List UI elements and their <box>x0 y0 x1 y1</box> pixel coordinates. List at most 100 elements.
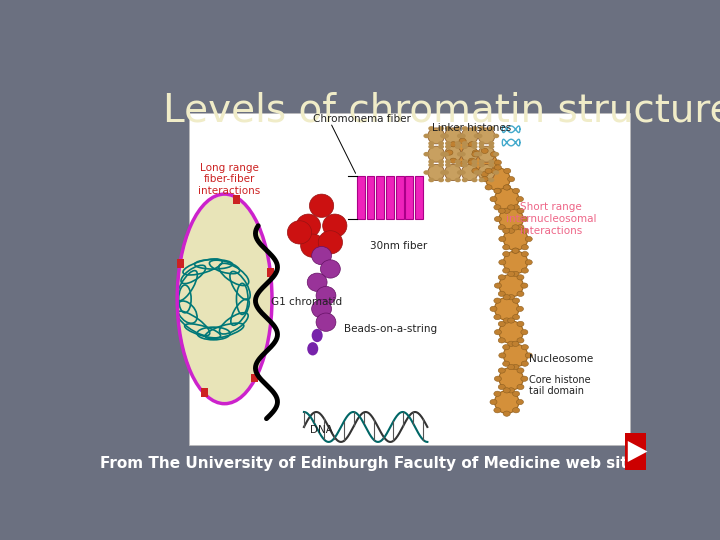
Circle shape <box>525 260 532 265</box>
Circle shape <box>462 126 468 131</box>
Ellipse shape <box>495 298 519 320</box>
Circle shape <box>450 158 456 164</box>
Circle shape <box>428 163 434 167</box>
Circle shape <box>459 161 466 167</box>
Circle shape <box>474 170 480 175</box>
Circle shape <box>474 133 480 138</box>
Ellipse shape <box>499 274 523 297</box>
Text: Beads-on-a-string: Beads-on-a-string <box>343 324 437 334</box>
Circle shape <box>462 159 468 164</box>
Circle shape <box>503 345 510 350</box>
Circle shape <box>445 159 451 164</box>
Circle shape <box>513 298 520 303</box>
Circle shape <box>508 364 515 370</box>
Circle shape <box>479 178 485 183</box>
Circle shape <box>495 283 501 288</box>
Circle shape <box>503 208 510 213</box>
Circle shape <box>521 345 528 350</box>
Circle shape <box>517 225 524 230</box>
Circle shape <box>512 248 519 253</box>
Circle shape <box>513 205 520 210</box>
Circle shape <box>495 188 501 193</box>
Ellipse shape <box>503 251 528 274</box>
Circle shape <box>481 177 488 182</box>
Circle shape <box>495 217 501 222</box>
Ellipse shape <box>307 342 318 355</box>
Ellipse shape <box>478 165 495 180</box>
Circle shape <box>472 144 477 149</box>
Circle shape <box>495 165 501 170</box>
Circle shape <box>455 144 461 149</box>
Circle shape <box>445 126 451 131</box>
Circle shape <box>485 168 492 173</box>
Bar <box>395 176 404 219</box>
Circle shape <box>508 271 515 276</box>
Circle shape <box>503 252 510 256</box>
Bar <box>233 195 240 204</box>
Circle shape <box>459 152 466 157</box>
Circle shape <box>521 245 528 250</box>
Text: Chromonema fiber: Chromonema fiber <box>312 114 410 124</box>
Circle shape <box>498 338 505 343</box>
Circle shape <box>508 388 515 393</box>
Ellipse shape <box>499 367 523 390</box>
Bar <box>377 176 384 219</box>
Circle shape <box>472 178 477 183</box>
Circle shape <box>479 159 485 164</box>
Circle shape <box>479 144 485 149</box>
Circle shape <box>428 178 434 183</box>
Ellipse shape <box>462 165 478 180</box>
Circle shape <box>488 144 495 149</box>
Bar <box>405 176 413 219</box>
Bar <box>176 259 184 268</box>
Text: Linker histones: Linker histones <box>432 123 511 133</box>
Circle shape <box>443 152 449 157</box>
Circle shape <box>504 185 510 190</box>
Circle shape <box>493 170 499 175</box>
Text: Nucleosome: Nucleosome <box>528 354 593 364</box>
Circle shape <box>438 159 444 164</box>
Ellipse shape <box>316 313 336 332</box>
Circle shape <box>513 188 520 193</box>
Circle shape <box>462 144 468 149</box>
Ellipse shape <box>495 391 519 413</box>
Text: Long range
fiber-fiber
interactions: Long range fiber-fiber interactions <box>198 163 260 195</box>
Ellipse shape <box>307 273 327 292</box>
Circle shape <box>499 260 506 265</box>
Circle shape <box>428 126 434 131</box>
Ellipse shape <box>323 214 347 238</box>
Bar <box>189 113 630 446</box>
Ellipse shape <box>312 329 323 342</box>
Ellipse shape <box>499 208 523 231</box>
Circle shape <box>495 160 501 165</box>
Circle shape <box>488 163 495 167</box>
Circle shape <box>494 188 501 193</box>
Ellipse shape <box>495 188 519 211</box>
Ellipse shape <box>462 146 478 162</box>
Circle shape <box>423 133 430 138</box>
Circle shape <box>479 141 485 146</box>
Ellipse shape <box>499 321 523 343</box>
Text: Short range
internucleosomal
interactions: Short range internucleosomal interaction… <box>505 202 596 235</box>
Circle shape <box>485 185 492 190</box>
Circle shape <box>516 197 523 202</box>
Text: DNA: DNA <box>310 426 333 435</box>
Ellipse shape <box>316 286 336 305</box>
Circle shape <box>503 228 510 233</box>
Circle shape <box>445 141 451 146</box>
Circle shape <box>477 170 482 175</box>
Circle shape <box>474 152 480 157</box>
Circle shape <box>503 388 510 393</box>
Ellipse shape <box>428 165 444 180</box>
Polygon shape <box>628 441 647 462</box>
Ellipse shape <box>428 146 444 162</box>
Circle shape <box>495 376 501 381</box>
Circle shape <box>438 141 444 146</box>
Ellipse shape <box>301 234 325 258</box>
Circle shape <box>508 177 515 182</box>
Circle shape <box>440 170 446 175</box>
Circle shape <box>481 148 488 153</box>
Circle shape <box>508 295 515 300</box>
Circle shape <box>521 376 528 381</box>
Circle shape <box>477 133 482 138</box>
